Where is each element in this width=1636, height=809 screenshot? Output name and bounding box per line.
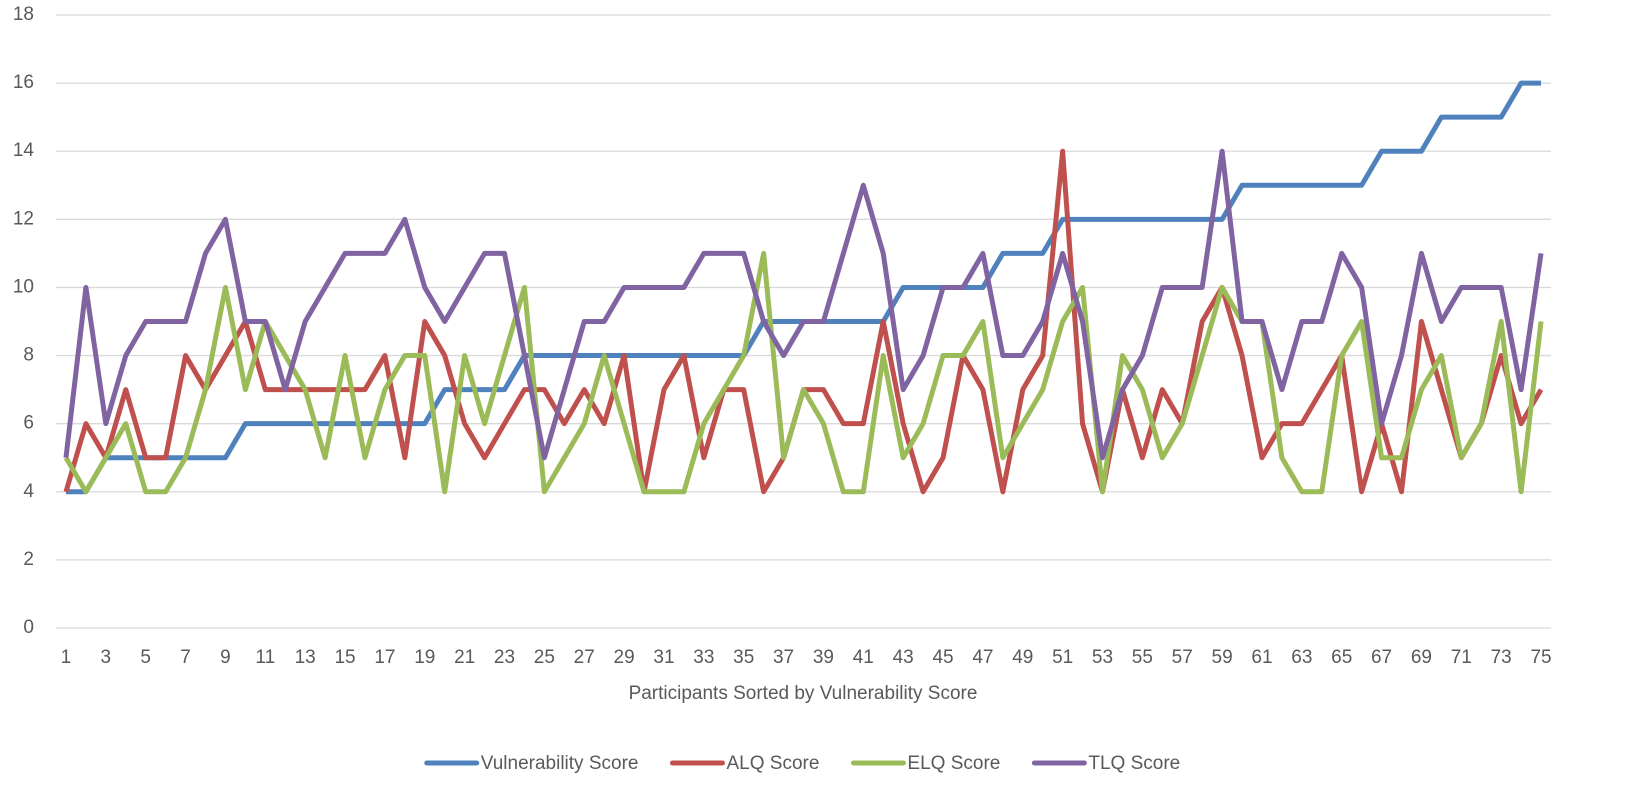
x-tick-label: 73 — [1491, 647, 1512, 668]
legend-label: ELQ Score — [907, 753, 1000, 774]
x-tick-label: 59 — [1212, 647, 1233, 668]
x-tick-label: 33 — [693, 647, 714, 668]
x-tick-label: 1 — [61, 647, 72, 668]
x-tick-label: 25 — [534, 647, 555, 668]
x-tick-label: 5 — [140, 647, 151, 668]
x-tick-label: 69 — [1411, 647, 1432, 668]
x-tick-label: 35 — [733, 647, 754, 668]
x-tick-label: 11 — [255, 647, 275, 668]
x-tick-label: 53 — [1092, 647, 1113, 668]
series-line — [63, 250, 1544, 495]
x-tick-label: 29 — [614, 647, 635, 668]
y-tick-label: 18 — [13, 4, 34, 25]
x-tick-label: 7 — [180, 647, 191, 668]
x-tick-label: 47 — [972, 647, 993, 668]
x-tick-label: 15 — [334, 647, 355, 668]
x-tick-label: 21 — [454, 647, 475, 668]
x-tick-label: 57 — [1172, 647, 1193, 668]
x-tick-label: 63 — [1291, 647, 1312, 668]
x-tick-label: 61 — [1251, 647, 1272, 668]
x-tick-label: 31 — [653, 647, 674, 668]
x-tick-label: 27 — [574, 647, 595, 668]
x-tick-label: 19 — [414, 647, 435, 668]
y-tick-label: 12 — [13, 208, 34, 229]
legend-label: ALQ Score — [726, 753, 819, 774]
x-axis-title: Participants Sorted by Vulnerability Sco… — [629, 683, 978, 704]
series-line — [63, 148, 1544, 461]
x-tick-label: 51 — [1052, 647, 1073, 668]
y-tick-label: 2 — [23, 549, 34, 570]
y-tick-label: 0 — [23, 617, 34, 638]
legend-label: TLQ Score — [1088, 753, 1180, 774]
x-tick-label: 65 — [1331, 647, 1352, 668]
x-tick-label: 43 — [893, 647, 914, 668]
x-tick-label: 23 — [494, 647, 515, 668]
legend-label: Vulnerability Score — [481, 753, 639, 774]
x-tick-label: 49 — [1012, 647, 1033, 668]
x-tick-label: 17 — [374, 647, 395, 668]
x-tick-label: 37 — [773, 647, 794, 668]
y-tick-label: 14 — [13, 140, 35, 161]
x-tick-label: 71 — [1451, 647, 1472, 668]
x-tick-label: 41 — [853, 647, 874, 668]
x-tick-label: 55 — [1132, 647, 1153, 668]
x-tick-label: 9 — [220, 647, 231, 668]
x-tick-label: 3 — [101, 647, 112, 668]
x-tick-label: 13 — [295, 647, 316, 668]
x-tick-label: 67 — [1371, 647, 1392, 668]
y-tick-label: 10 — [13, 276, 34, 297]
x-tick-label: 75 — [1530, 647, 1551, 668]
y-tick-label: 16 — [13, 72, 34, 93]
y-tick-label: 8 — [23, 345, 34, 366]
y-tick-label: 4 — [23, 481, 34, 502]
y-tick-label: 6 — [23, 413, 34, 434]
x-tick-label: 39 — [813, 647, 834, 668]
x-tick-label: 45 — [932, 647, 953, 668]
